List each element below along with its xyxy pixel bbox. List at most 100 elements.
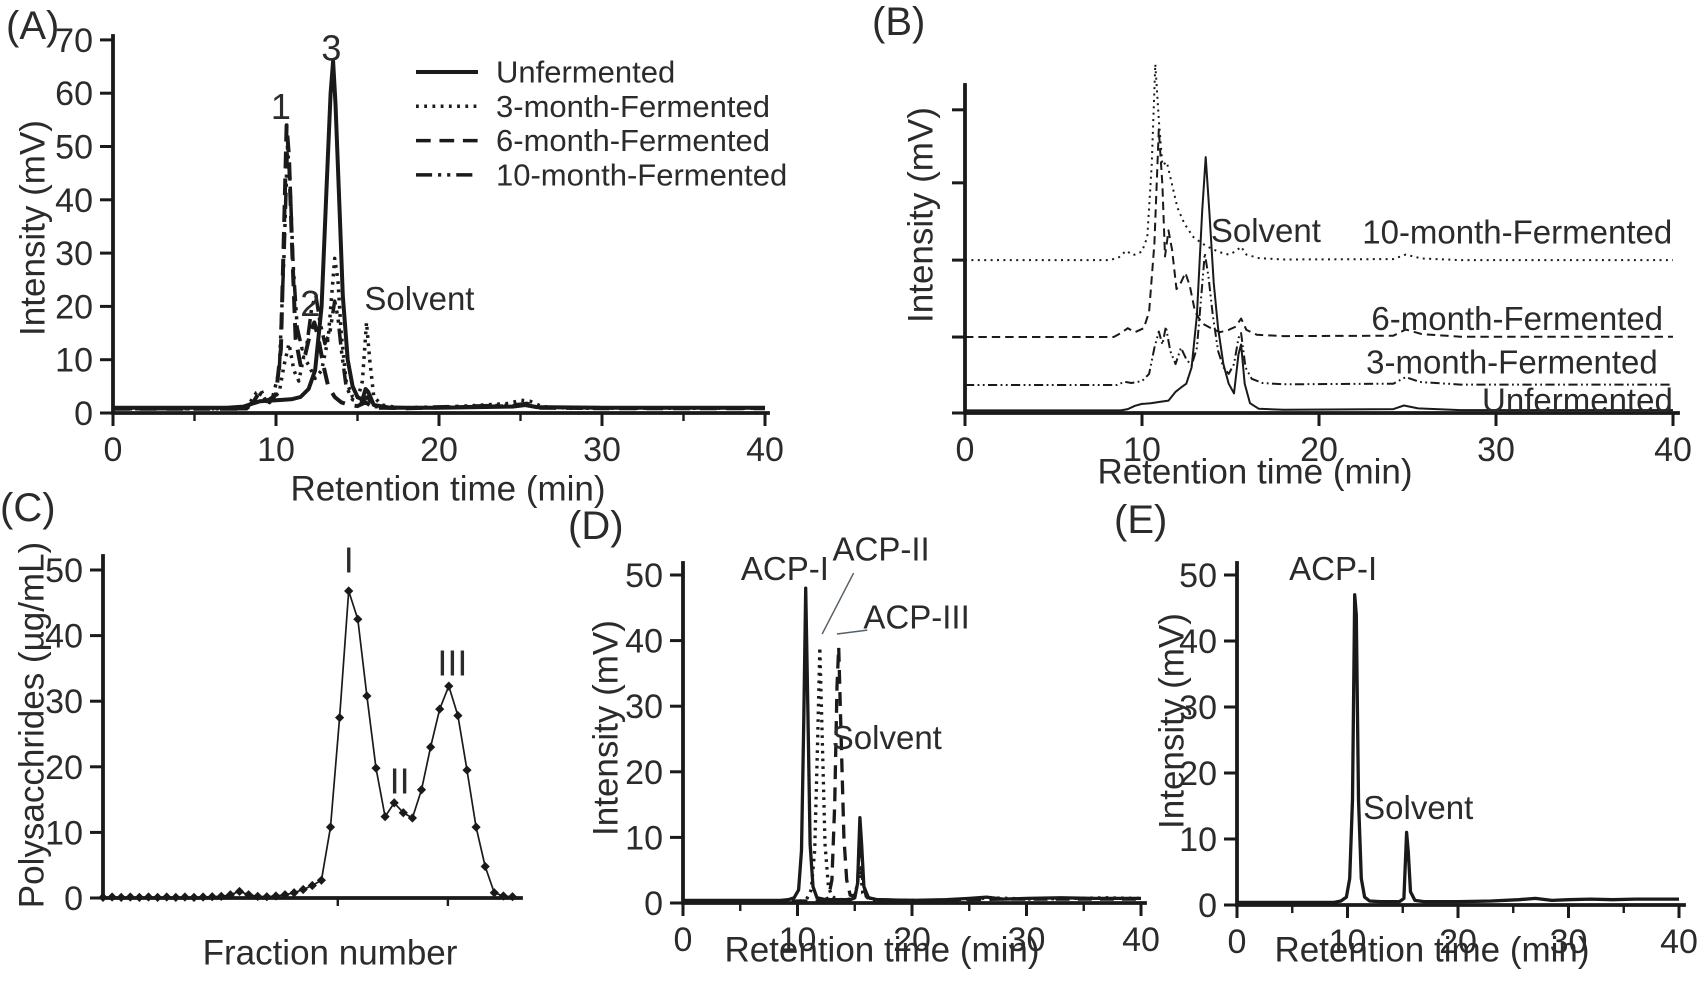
annotation-solvent: Solvent xyxy=(1211,212,1321,249)
data-point-marker xyxy=(389,798,399,808)
data-point-marker xyxy=(398,808,408,818)
data-point-marker xyxy=(380,812,390,822)
y-tick-label: 30 xyxy=(1179,689,1217,727)
data-point-marker xyxy=(316,875,326,885)
panel-label-a: (A) xyxy=(6,4,60,48)
panel-E-series-acp-i xyxy=(1237,593,1679,905)
y-tick-label: 0 xyxy=(74,395,93,433)
data-point-marker xyxy=(225,890,235,900)
y-tick-label: 40 xyxy=(1179,623,1217,661)
data-point-marker xyxy=(489,888,499,898)
panel-D-series-acp-iii xyxy=(683,645,1141,903)
legend-label-unfermented: Unfermented xyxy=(496,55,675,90)
legend-label-6-month-fermented: 6-month-Fermented xyxy=(496,123,770,158)
x-tick-label: 10 xyxy=(1123,431,1161,469)
panel-label-e: (E) xyxy=(1114,498,1168,542)
annotation-3-month-fermented: 3-month-Fermented xyxy=(1366,344,1658,381)
data-point-marker xyxy=(471,822,481,832)
y-tick-label: 0 xyxy=(64,880,83,918)
panel-A-series-3-month-fermented xyxy=(113,256,765,411)
x-tick-label: 0 xyxy=(104,431,123,469)
data-point-marker xyxy=(244,890,254,900)
data-point-marker xyxy=(362,691,372,701)
panel-label-c: (C) xyxy=(0,486,56,530)
x-tick-label: 40 xyxy=(1660,923,1698,961)
annotation-solvent: Solvent xyxy=(364,280,474,317)
annotation-ii: II xyxy=(390,761,410,802)
data-point-marker xyxy=(289,888,299,898)
data-point-marker xyxy=(453,711,463,721)
annotation-acp-iii: ACP-III xyxy=(863,598,969,635)
x-tick-label: 10 xyxy=(257,431,295,469)
x-tick-label: 30 xyxy=(583,431,621,469)
y-tick-label: 40 xyxy=(625,623,663,661)
panel-E-ylabel: Intensity (mV) xyxy=(1153,613,1192,829)
annotation-2: 2 xyxy=(300,283,320,324)
panel-E-axis xyxy=(1235,561,1686,907)
y-tick-label: 10 xyxy=(625,819,663,857)
data-point-marker xyxy=(426,742,436,752)
y-tick-label: 10 xyxy=(45,814,83,852)
panel-B-series-3-month-fermented xyxy=(965,252,1673,386)
data-point-marker xyxy=(462,765,472,775)
y-tick-label: 10 xyxy=(1179,821,1217,859)
legend-label-10-month-fermented: 10-month-Fermented xyxy=(496,157,787,192)
data-point-marker xyxy=(307,880,317,891)
panel-B-series-unfermented xyxy=(965,156,1673,412)
annotation-1: 1 xyxy=(271,86,291,127)
x-tick-label: 20 xyxy=(1439,923,1477,961)
annotation-leader-line xyxy=(836,629,868,635)
x-tick-label: 40 xyxy=(1654,431,1692,469)
y-tick-label: 30 xyxy=(45,683,83,721)
panel-D-ylabel: Intensity (mV) xyxy=(587,620,626,836)
y-tick-label: 30 xyxy=(55,235,93,273)
panel-D-series-acp-i xyxy=(683,586,1141,903)
panel-B-ylabel: Intensity (mV) xyxy=(902,107,941,323)
panel-D-xlabel: Retention time (min) xyxy=(724,931,1039,970)
data-point-marker xyxy=(298,884,308,895)
annotation-unfermented: Unfermented xyxy=(1482,381,1673,418)
x-tick-label: 20 xyxy=(420,431,458,469)
panel-A: 0 10 20 30 40 0 10 20 30 40 50 60 70 Retention time (… xyxy=(14,22,788,509)
y-tick-label: 20 xyxy=(1179,755,1217,793)
panel-D-series-acp-ii xyxy=(683,645,1142,903)
panel-E: 0 10 20 30 40 0 10 20 30 40 50 Retention time (min)… xyxy=(1153,550,1698,970)
data-point-marker xyxy=(435,704,445,714)
y-tick-label: 30 xyxy=(625,688,663,726)
y-tick-label: 40 xyxy=(55,182,93,220)
data-point-marker xyxy=(444,681,454,691)
annotation-10-month-fermented: 10-month-Fermented xyxy=(1362,214,1672,251)
data-point-marker xyxy=(407,813,417,823)
panel-A-legend: Unfermented3-month-Fermented6-month-Ferm… xyxy=(416,55,787,192)
y-tick-label: 50 xyxy=(1179,557,1217,595)
data-point-marker xyxy=(480,861,490,872)
annotation-acp-i: ACP-I xyxy=(1289,550,1377,587)
annotation-6-month-fermented: 6-month-Fermented xyxy=(1371,300,1663,337)
y-tick-label: 50 xyxy=(625,557,663,595)
x-tick-label: 40 xyxy=(1122,921,1160,959)
x-tick-label: 10 xyxy=(1329,923,1367,961)
legend-label-3-month-fermented: 3-month-Fermented xyxy=(496,89,770,124)
panel-A-ylabel: Intensity (mV) xyxy=(14,120,53,336)
annotation-3: 3 xyxy=(321,27,341,68)
annotation-i: I xyxy=(344,540,354,581)
panel-B: 0 10 20 30 40 Retention time (min) Intensity (… xyxy=(902,63,1692,492)
data-point-marker xyxy=(325,822,336,832)
x-tick-label: 30 xyxy=(1550,923,1588,961)
y-tick-label: 0 xyxy=(644,885,663,923)
data-point-marker xyxy=(335,713,345,723)
y-tick-label: 50 xyxy=(45,552,83,590)
panel-B-series-6-month-fermented xyxy=(965,128,1673,338)
panel-label-d: (D) xyxy=(568,504,624,548)
x-tick-label: 30 xyxy=(1477,431,1515,469)
x-tick-label: 10 xyxy=(779,921,817,959)
data-point-marker xyxy=(416,785,427,795)
annotation-solvent: Solvent xyxy=(832,719,942,756)
panel-C-xlabel: Fraction number xyxy=(203,934,458,973)
data-point-marker xyxy=(280,890,290,900)
annotation-iii: III xyxy=(437,643,467,684)
y-tick-label: 20 xyxy=(625,754,663,792)
data-point-marker xyxy=(353,614,363,624)
x-tick-label: 40 xyxy=(746,431,784,469)
